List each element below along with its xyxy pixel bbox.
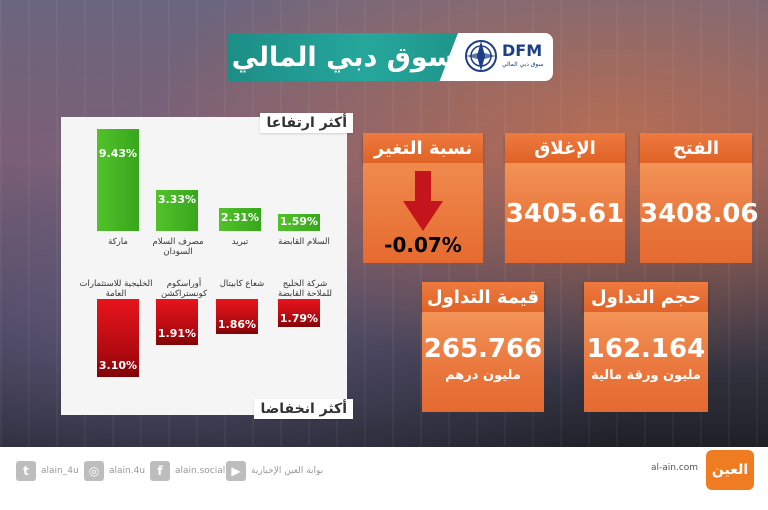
facebook-link[interactable]: f alain.social xyxy=(150,461,225,481)
turnover-title: قيمة التداول xyxy=(422,282,544,312)
gainer-bar: 1.59% xyxy=(278,214,320,231)
change-card: -0.07% xyxy=(363,163,483,263)
loser-bar: 1.79% xyxy=(278,299,320,327)
facebook-icon: f xyxy=(150,461,170,481)
gainer-label: تبريد xyxy=(231,237,249,247)
gainer-label: مصرف السلام السودان xyxy=(152,237,204,257)
instagram-handle: alain.4u xyxy=(109,466,146,476)
open-value: 3408.06 xyxy=(640,199,759,229)
gainer-value: 1.59% xyxy=(279,215,319,228)
gainer-bar: 3.33% xyxy=(156,190,198,231)
gainer-label: ماركة xyxy=(108,237,128,247)
volume-value: 162.164 xyxy=(586,334,706,364)
change-value: -0.07% xyxy=(384,233,462,257)
close-value: 3405.61 xyxy=(505,199,625,229)
dfm-logo: DFM سوق دبي المالي xyxy=(464,37,550,77)
brand-logo: العين xyxy=(706,450,754,490)
loser-bar: 1.86% xyxy=(216,299,258,334)
volume-unit: مليون ورقة مالية xyxy=(591,368,701,383)
facebook-handle: alain.social xyxy=(175,466,226,476)
gainer-bar: 2.31% xyxy=(219,208,261,231)
gainer-value: 3.33% xyxy=(157,193,197,206)
loser-value: 1.79% xyxy=(279,312,319,325)
gainer-bar: 9.43% xyxy=(97,129,139,231)
change-title: نسبة التغير xyxy=(363,133,483,163)
instagram-icon: ◎ xyxy=(84,461,104,481)
gainer-value: 2.31% xyxy=(220,211,260,224)
page-title: سوق دبي المالي xyxy=(231,41,455,73)
loser-bar: 3.10% xyxy=(97,299,139,377)
close-title: الإغلاق xyxy=(505,133,625,163)
volume-card: 162.164 مليون ورقة مالية xyxy=(584,312,708,412)
youtube-link[interactable]: ▶ بوابة العين الإخبارية xyxy=(226,461,323,481)
youtube-handle: بوابة العين الإخبارية xyxy=(251,466,324,476)
footer: t alain_4u ◎ alain.4u f alain.social ▶ ب… xyxy=(0,447,768,510)
volume-title: حجم التداول xyxy=(584,282,708,312)
instagram-link[interactable]: ◎ alain.4u xyxy=(84,461,145,481)
title-band: سوق دبي المالي xyxy=(228,33,458,81)
loser-bar: 1.91% xyxy=(156,299,198,345)
header-banner: سوق دبي المالي DFM سوق دبي المالي xyxy=(228,33,553,81)
turnover-unit: مليون درهم xyxy=(445,368,521,383)
movers-panel: أكثر ارتفاعا 9.43% 3.33% 2.31% 1.59% مار… xyxy=(61,113,353,419)
logo-subtext: سوق دبي المالي xyxy=(502,61,544,68)
close-card: 3405.61 xyxy=(505,163,625,263)
turnover-card: 265.766 مليون درهم xyxy=(422,312,544,412)
gainers-heading: أكثر ارتفاعا xyxy=(260,113,353,133)
losers-heading: أكثر انخفاضا xyxy=(254,399,353,419)
open-card: 3408.06 xyxy=(640,163,759,263)
loser-value: 1.86% xyxy=(217,318,257,331)
logo-text: DFM xyxy=(502,41,543,60)
gainer-value: 9.43% xyxy=(98,147,138,160)
loser-label: أوراسكوم كونستراكشن xyxy=(160,279,208,299)
open-title: الفتح xyxy=(640,133,752,163)
dfm-emblem-icon xyxy=(465,40,497,72)
youtube-icon: ▶ xyxy=(226,461,246,481)
loser-label: الخليجية للاستثمارات العامة xyxy=(79,279,153,299)
loser-value: 3.10% xyxy=(98,359,138,372)
twitter-link[interactable]: t alain_4u xyxy=(16,461,79,481)
turnover-value: 265.766 xyxy=(423,334,543,364)
gainer-label: السلام القابضة xyxy=(278,237,330,247)
loser-label: شركة الخليج للملاحة القابضة xyxy=(277,279,333,299)
loser-label: شعاع كابيتال xyxy=(219,279,265,289)
loser-value: 1.91% xyxy=(157,327,197,340)
down-arrow-icon xyxy=(403,171,443,231)
site-url[interactable]: al-ain.com xyxy=(651,463,699,473)
twitter-handle: alain_4u xyxy=(41,466,79,476)
twitter-icon: t xyxy=(16,461,36,481)
